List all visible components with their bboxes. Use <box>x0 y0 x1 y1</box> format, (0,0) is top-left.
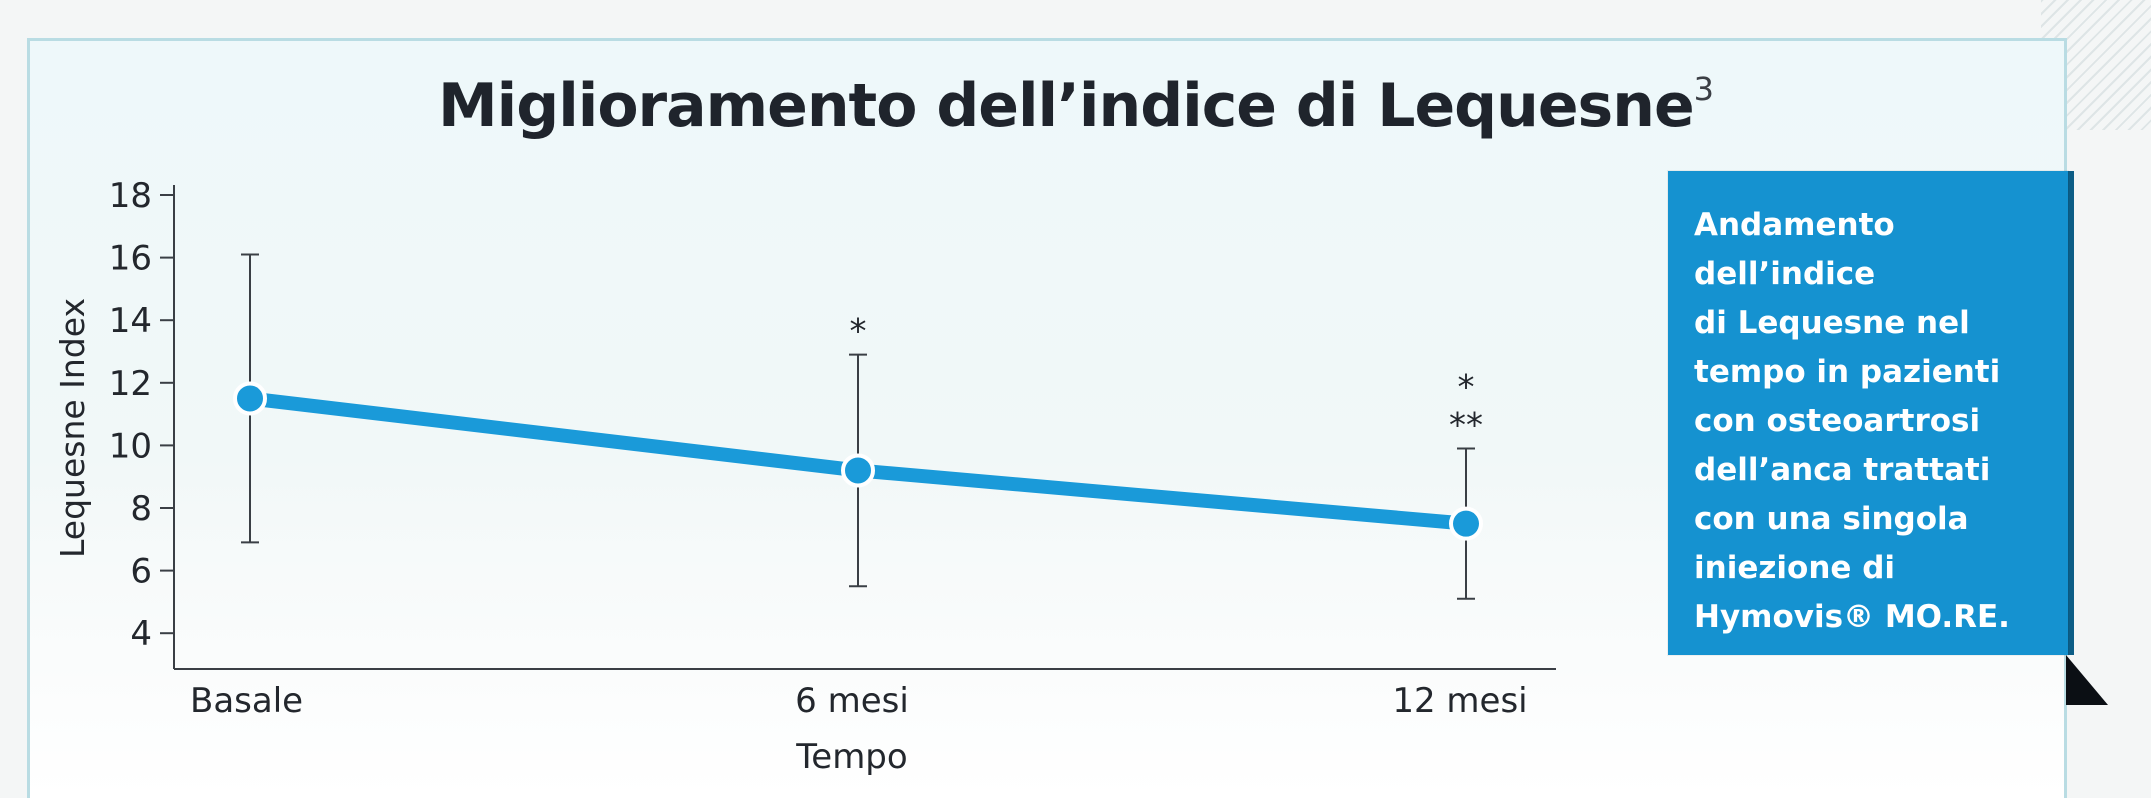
y-tick-label: 6 <box>130 552 152 592</box>
x-tick-label: Basale <box>190 681 303 721</box>
significance-annotation: ** <box>1449 406 1483 446</box>
y-tick-label: 8 <box>130 489 152 529</box>
x-tick-label: 6 mesi <box>795 681 909 721</box>
data-point <box>233 381 267 416</box>
chart-title-text: Miglioramento dell’indice di Lequesne <box>437 71 1695 141</box>
y-axis-label: Lequesne Index <box>53 298 92 558</box>
x-tick-label: 12 mesi <box>1392 681 1527 721</box>
x-axis-label: Tempo <box>795 737 907 777</box>
title-reference: 3 <box>1693 70 1714 108</box>
callout-fold <box>2066 655 2108 705</box>
y-tick-label: 16 <box>109 239 152 279</box>
callout-text: Andamento dell’indice di Lequesne nel te… <box>1694 207 2010 635</box>
y-tick-label: 10 <box>109 426 152 466</box>
y-tick-label: 14 <box>109 301 152 341</box>
data-point <box>1449 506 1483 541</box>
significance-annotation: * <box>850 312 867 352</box>
y-tick-label: 18 <box>109 176 152 216</box>
chart-title: Miglioramento dell’indice di Lequesne3 <box>0 70 2151 141</box>
info-callout: Andamento dell’indice di Lequesne nel te… <box>1668 171 2068 655</box>
y-tick-label: 12 <box>109 364 152 404</box>
y-tick-label: 4 <box>130 614 152 654</box>
significance-annotation: * <box>1458 368 1475 408</box>
callout-side-shadow <box>2066 171 2074 655</box>
data-point <box>841 453 875 488</box>
